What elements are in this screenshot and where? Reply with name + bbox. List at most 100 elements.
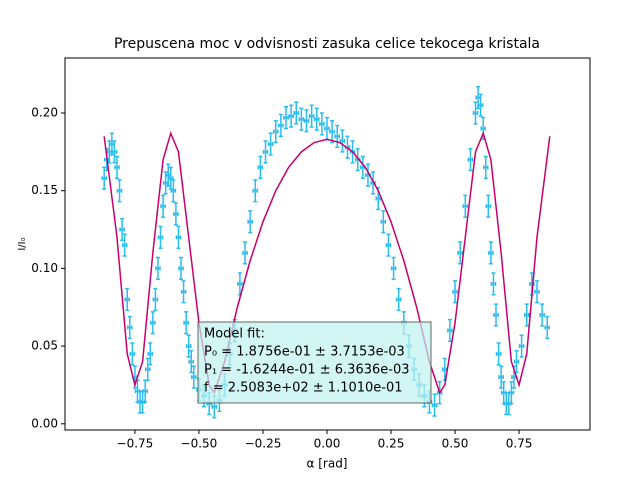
fit-line: [103, 130, 551, 395]
error-bar: [116, 179, 123, 203]
error-bar: [467, 147, 474, 172]
error-bar: [185, 334, 192, 358]
error-bar: [472, 101, 479, 125]
error-bar: [308, 104, 315, 128]
error-bar: [242, 241, 248, 265]
error-bar: [523, 303, 530, 327]
error-bar: [293, 101, 300, 125]
error-bar: [129, 342, 136, 366]
error-bar: [152, 287, 159, 312]
chart-title: Prepuscena moc v odvisnosti zasuka celic…: [114, 36, 540, 52]
x-tick-label: 0.50: [442, 437, 469, 451]
error-bar: [513, 350, 520, 374]
error-bar: [485, 194, 492, 218]
error-bar: [462, 194, 469, 218]
error-bar: [247, 210, 253, 234]
annotation-box: [197, 321, 432, 404]
error-bar: [319, 112, 325, 136]
error-bar: [278, 113, 284, 138]
error-bar: [488, 241, 494, 265]
error-bar: [493, 303, 499, 327]
x-tick-label: −0.50: [181, 437, 218, 451]
error-bar: [114, 155, 120, 180]
plot-frame: [64, 57, 591, 431]
error-bar: [175, 225, 182, 249]
error-bar: [183, 311, 189, 335]
x-axis-label: α [rad]: [307, 457, 348, 471]
error-bar: [157, 225, 164, 249]
error-bar: [180, 280, 187, 304]
y-tick-label: 0.15: [31, 183, 58, 197]
error-bar: [173, 202, 179, 226]
annotation-text: Model fit:: [204, 327, 265, 342]
error-bar: [101, 166, 107, 190]
error-bar: [121, 233, 128, 257]
error-bar: [272, 120, 279, 144]
error-bar: [267, 132, 274, 156]
y-tick-label: 0.05: [31, 339, 58, 353]
error-bar: [167, 166, 174, 190]
error-bar: [188, 350, 195, 374]
error-bar: [313, 107, 320, 131]
error-bar: [480, 116, 487, 141]
error-bar: [298, 107, 305, 131]
error-bar: [303, 109, 310, 133]
error-bar: [495, 342, 502, 366]
error-bar: [155, 256, 161, 281]
x-tick-label: 0.00: [314, 437, 341, 451]
annotation-text: P₁ = -1.6244e-01 ± 6.3636e-03: [204, 363, 410, 378]
y-tick-label: 0.20: [31, 106, 58, 120]
error-bar: [490, 272, 497, 296]
error-bar: [339, 129, 346, 153]
x-tick-label: 0.75: [506, 437, 533, 451]
error-bar: [539, 303, 545, 327]
error-bar: [211, 395, 218, 419]
error-bar: [498, 365, 504, 389]
error-bar: [144, 357, 151, 382]
error-bar: [126, 315, 133, 340]
error-bar: [385, 233, 392, 257]
error-bar: [288, 104, 294, 128]
y-tick-label: 0.10: [31, 261, 58, 275]
error-bar: [447, 318, 453, 343]
error-bar: [111, 140, 118, 164]
error-bar: [237, 272, 243, 296]
error-bar: [257, 155, 264, 180]
error-bar: [147, 342, 154, 366]
annotation-text: P₀ = 1.8756e-01 ± 3.7153e-03: [204, 345, 405, 360]
error-bar: [380, 210, 387, 234]
error-bar: [457, 241, 463, 265]
error-bar: [283, 106, 289, 130]
error-bar: [124, 287, 131, 312]
error-bar: [534, 280, 540, 304]
error-bar: [191, 365, 197, 389]
error-bar: [431, 393, 438, 417]
error-bar: [452, 280, 458, 304]
x-tick-label: 0.25: [378, 437, 405, 451]
error-bar: [119, 217, 125, 242]
error-bar: [375, 186, 382, 211]
annotation-text: f = 2.5083e+02 ± 1.1010e-01: [204, 381, 403, 396]
y-tick-label: 0.00: [31, 416, 58, 430]
error-bar: [170, 179, 177, 203]
error-bar: [508, 381, 515, 405]
error-bar: [395, 287, 402, 312]
x-tick-label: −0.25: [245, 437, 282, 451]
error-bar: [529, 272, 535, 296]
error-bar: [544, 315, 551, 340]
error-bar: [252, 179, 259, 203]
error-bar: [206, 391, 212, 416]
error-bar: [324, 116, 330, 141]
error-bar: [518, 334, 525, 358]
error-bar: [482, 155, 489, 180]
error-bar: [477, 93, 484, 117]
error-bar: [334, 124, 341, 148]
error-bar: [329, 120, 335, 144]
y-axis-label: I/I₀: [17, 237, 28, 250]
error-bar: [150, 311, 156, 335]
error-bar: [142, 379, 148, 403]
error-bar: [390, 256, 397, 281]
error-bar: [178, 256, 184, 281]
